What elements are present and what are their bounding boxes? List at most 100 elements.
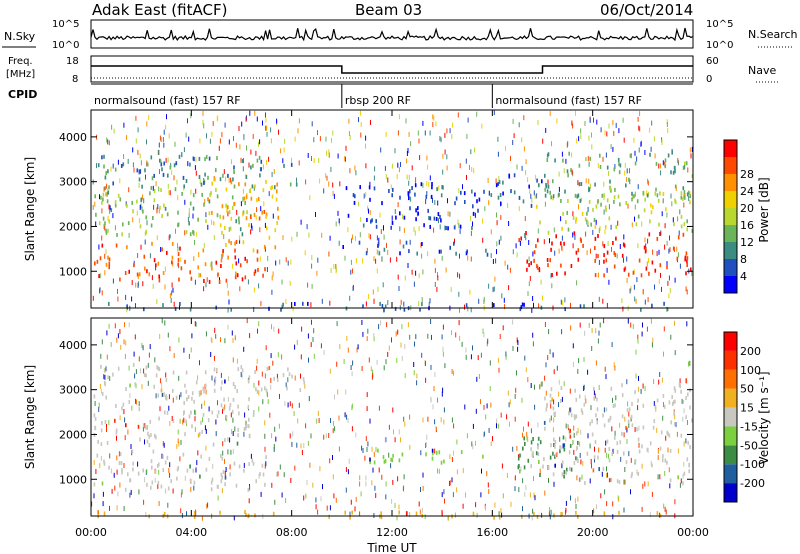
speckle-cell [489,386,491,392]
gate-cell [573,231,576,236]
gate-cell [244,256,246,261]
speckle-cell [355,496,357,502]
speckle-cell [558,186,560,192]
gate-cell [262,188,265,193]
speckle-cell [126,307,128,313]
gate-cell [683,194,685,199]
gate-cell [239,263,242,268]
gate-cell [528,263,530,267]
speckle-cell [318,418,320,423]
speckle-cell [270,384,272,390]
speckle-cell [400,342,402,348]
gate-cell [209,192,211,197]
colorbar-swatch [724,445,737,465]
speckle-cell [138,183,140,188]
speckle-cell [242,166,244,172]
speckle-cell [545,390,547,396]
speckle-cell [281,492,283,498]
speckle-cell [296,442,298,448]
speckle-cell [315,497,317,503]
speckle-cell [462,503,464,509]
speckle-cell [278,423,280,429]
speckle-cell [457,112,459,118]
speckle-cell [397,329,399,335]
gate-cell [637,214,640,219]
gate-cell [105,171,107,176]
gate-cell [447,226,449,231]
gate-cell [136,199,138,204]
speckle-cell [592,229,594,235]
speckle-cell [313,158,315,164]
gate-cell [246,259,248,264]
speckle-cell [487,482,489,488]
speckle-cell [165,124,167,130]
speckle-cell [501,512,503,518]
gate-cell [616,449,619,454]
speckle-cell [447,211,449,217]
speckle-cell [516,164,518,170]
speckle-cell [475,408,477,414]
speckle-cell [101,208,103,214]
gate-cell [627,272,630,277]
gate-cell [212,442,215,447]
speckle-cell [346,414,348,420]
gate-cell [122,162,125,167]
speckle-cell [500,214,502,220]
speckle-cell [265,345,267,351]
speckle-cell [105,366,107,372]
speckle-cell [569,388,571,394]
gate-cell [580,197,583,202]
speckle-cell [629,168,630,174]
speckle-cell [366,406,368,412]
speckle-cell [148,115,150,120]
speckle-cell [168,394,170,400]
speckle-cell [670,193,672,199]
speckle-cell [233,136,234,141]
speckle-cell [434,258,436,264]
speckle-cell [320,343,322,349]
gate-cell [567,227,570,232]
gate-cell [531,452,534,457]
speckle-cell [232,449,234,454]
speckle-cell [501,463,503,469]
speckle-cell [490,253,492,259]
gate-cell [391,458,394,463]
speckle-cell [580,134,582,140]
speckle-cell [276,373,278,379]
gate-cell [622,242,625,247]
gate-cell [592,207,594,212]
speckle-cell [409,239,411,245]
gate-cell [652,425,655,430]
gate-cell [674,169,676,174]
gate-cell [185,179,188,183]
speckle-cell [598,330,600,336]
speckle-cell [351,238,352,244]
gate-cell [523,465,526,470]
speckle-cell [300,373,301,379]
gate-cell [576,445,578,450]
speckle-cell [464,404,466,410]
speckle-cell [138,218,140,224]
gate-cell [625,201,627,205]
speckle-cell [544,490,546,496]
speckle-cell [99,288,101,294]
gate-cell [564,307,566,312]
gate-cell [670,420,672,425]
speckle-cell [197,375,199,381]
gate-cell [673,411,675,416]
speckle-cell [508,285,510,291]
gate-cell [569,443,572,448]
speckle-cell [446,154,448,160]
speckle-cell [424,130,426,136]
gate-cell [449,245,451,250]
speckle-cell [194,426,196,432]
gate-cell [155,435,157,440]
speckle-cell [352,234,353,240]
gate-cell [535,451,538,456]
speckle-cell [205,445,207,451]
speckle-cell [112,278,114,284]
gate-cell [219,177,222,182]
gate-cell [553,411,555,416]
gate-cell [637,398,639,403]
